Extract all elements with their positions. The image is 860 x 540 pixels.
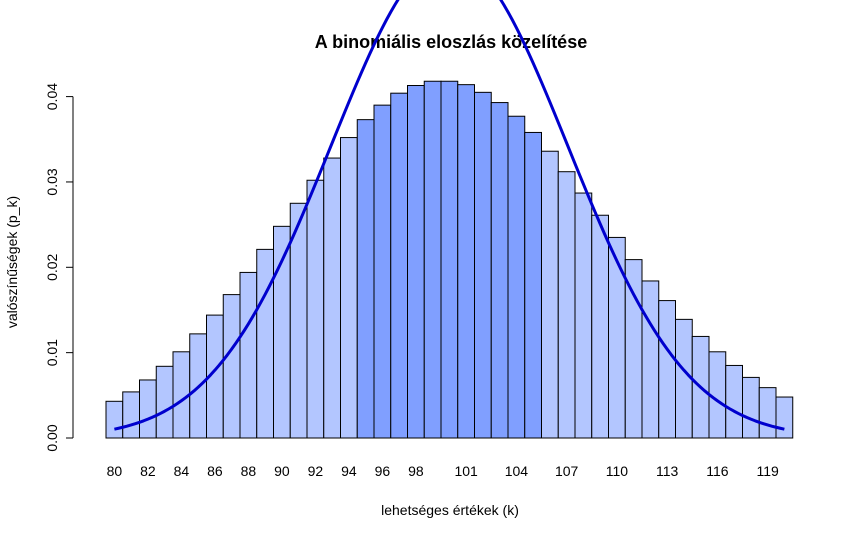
bar bbox=[608, 236, 626, 439]
bar bbox=[356, 119, 375, 439]
x-tick-label: 96 bbox=[375, 463, 391, 479]
bar bbox=[340, 137, 358, 439]
bar bbox=[155, 365, 174, 439]
bar bbox=[139, 379, 157, 439]
bar bbox=[440, 80, 459, 439]
bar bbox=[541, 150, 559, 439]
x-tick-label: 80 bbox=[107, 463, 123, 479]
curve-group bbox=[114, 0, 785, 431]
x-tick-label: 113 bbox=[656, 463, 679, 479]
x-tick-label: 110 bbox=[606, 463, 629, 479]
bar bbox=[574, 192, 593, 439]
x-tick-label: 116 bbox=[706, 463, 729, 479]
bar bbox=[641, 280, 660, 439]
bar bbox=[256, 248, 274, 439]
bar bbox=[507, 115, 526, 439]
x-tick-label: 104 bbox=[505, 463, 529, 479]
y-axis-label: valószínűségek (p_k) bbox=[4, 196, 20, 328]
bar bbox=[407, 85, 425, 439]
y-tick-label: 0.00 bbox=[44, 424, 60, 451]
bar bbox=[423, 80, 442, 439]
y-tick-label: 0.03 bbox=[44, 168, 60, 195]
x-axis-label: lehetséges értékek (k) bbox=[381, 502, 519, 518]
x-tick-label: 92 bbox=[308, 463, 324, 479]
x-tick-label: 107 bbox=[555, 463, 579, 479]
chart-title: A binomiális eloszlás közelítése bbox=[315, 32, 587, 52]
bar bbox=[758, 387, 777, 439]
x-tick-labels: 80 82 84 86 88 90 92 94 96 98 101 104 107 110 113 116 11… bbox=[107, 463, 779, 479]
bar bbox=[474, 91, 492, 439]
bar bbox=[742, 376, 760, 439]
bar bbox=[557, 171, 576, 439]
bar bbox=[373, 104, 392, 439]
y-tick-label: 0.02 bbox=[44, 253, 60, 280]
bar bbox=[390, 92, 408, 439]
bar bbox=[122, 391, 140, 439]
y-axis: 0.00 0.01 0.02 0.03 0.04 bbox=[44, 83, 74, 452]
bar bbox=[591, 214, 609, 439]
bar bbox=[490, 102, 509, 439]
bar bbox=[524, 131, 542, 439]
x-tick-label: 82 bbox=[140, 463, 156, 479]
x-tick-label: 101 bbox=[454, 463, 478, 479]
x-tick-label: 119 bbox=[756, 463, 779, 479]
bar bbox=[457, 84, 475, 439]
x-tick-label: 98 bbox=[408, 463, 424, 479]
x-tick-label: 84 bbox=[174, 463, 190, 479]
y-tick-label: 0.04 bbox=[44, 83, 60, 110]
bar bbox=[658, 300, 676, 439]
bar bbox=[239, 271, 258, 439]
bar bbox=[775, 396, 794, 439]
bar bbox=[725, 364, 743, 439]
normal-approximation-curve bbox=[114, 0, 785, 431]
bar bbox=[323, 157, 341, 439]
bar bbox=[306, 179, 325, 439]
x-tick-label: 88 bbox=[241, 463, 257, 479]
y-tick-label: 0.01 bbox=[44, 339, 60, 366]
bar bbox=[222, 294, 241, 439]
x-tick-label: 90 bbox=[274, 463, 290, 479]
bars-group bbox=[105, 80, 794, 439]
bar bbox=[105, 400, 124, 439]
x-tick-label: 94 bbox=[341, 463, 357, 479]
x-tick-label: 86 bbox=[207, 463, 223, 479]
